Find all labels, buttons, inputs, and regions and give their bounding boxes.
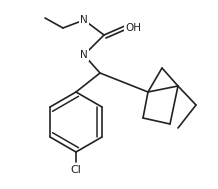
Text: N: N bbox=[80, 15, 88, 25]
Text: N: N bbox=[80, 50, 88, 60]
Text: OH: OH bbox=[125, 23, 141, 33]
Text: Cl: Cl bbox=[71, 165, 82, 175]
